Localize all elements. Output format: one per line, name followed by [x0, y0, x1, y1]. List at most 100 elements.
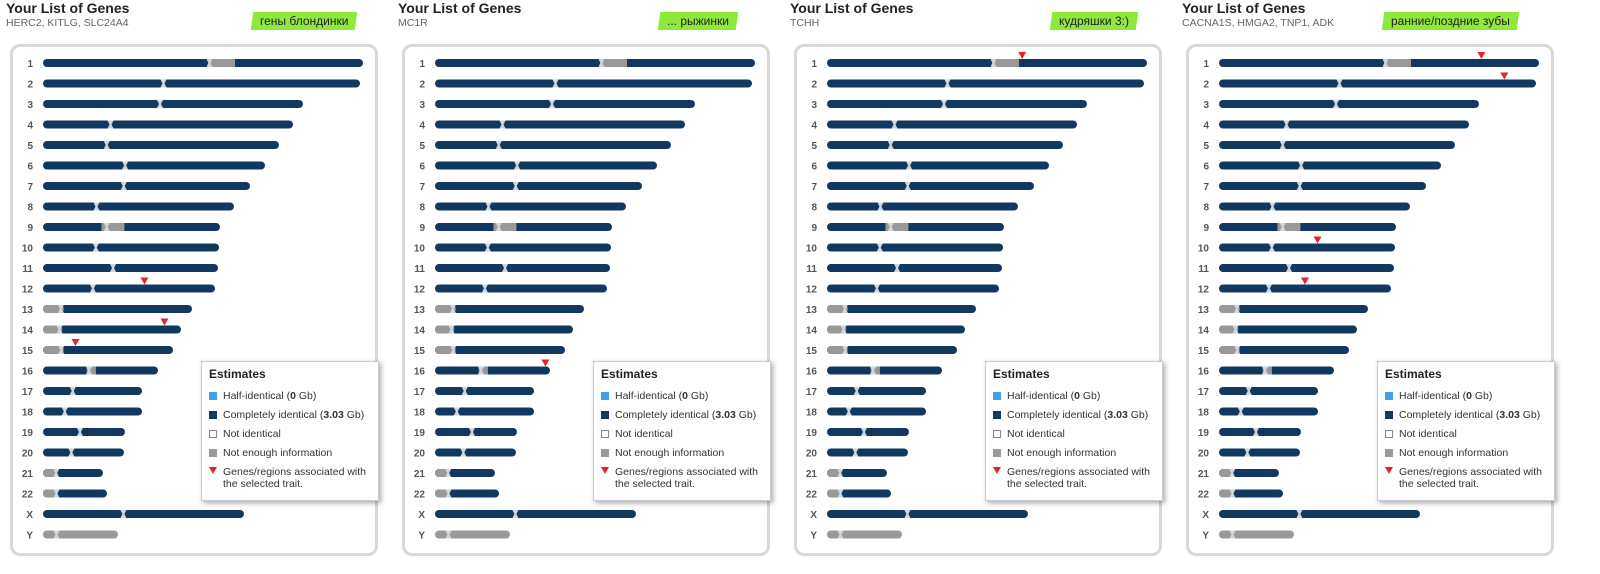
no-info-region	[43, 305, 64, 313]
chromosome-label: X	[418, 510, 425, 521]
no-info-region	[1219, 469, 1233, 477]
marker-triangle-icon	[993, 467, 1001, 474]
centromere	[450, 346, 457, 354]
chromosome-bar	[1219, 530, 1294, 539]
centromere	[86, 366, 92, 375]
chromosome-bar	[1219, 120, 1469, 129]
centromere	[894, 264, 900, 272]
no-info-region	[827, 325, 847, 334]
chromosome-label: 19	[1198, 428, 1210, 439]
panel-title: Your List of Genes	[6, 0, 130, 16]
chromosome-bar	[435, 510, 636, 518]
centromere	[1229, 469, 1236, 477]
centromere	[453, 407, 460, 416]
chromosome-label: 12	[806, 285, 818, 296]
centromere	[53, 469, 60, 477]
centromere	[1229, 489, 1236, 498]
chromosome-label: 11	[1198, 264, 1209, 275]
chromosome-bar	[43, 141, 279, 149]
legend-half-identical: Half-identical (0 Gb)	[1385, 390, 1492, 402]
chromosome-label: 20	[1198, 449, 1210, 460]
centromere	[512, 510, 519, 518]
ideogram-box: 1 2 3 4 5 6 7 8 9 10 11 12 13 14 15 16 17 18 19 20 21 22 X Y Es…	[402, 44, 771, 556]
chromosome-label: 1	[1203, 59, 1209, 70]
chromosome-bar	[43, 325, 181, 334]
chromosome-label: 3	[811, 100, 817, 111]
centromere	[1252, 428, 1259, 436]
not-identical-swatch	[209, 430, 217, 438]
chromosome-bar	[1219, 428, 1301, 436]
chromosome-bar	[43, 79, 360, 88]
chromosome-label: 15	[806, 346, 818, 357]
chromosome-bar	[43, 489, 107, 498]
gene-list: TCHH	[790, 17, 820, 29]
chromosome-label: X	[810, 510, 817, 521]
centromere	[53, 530, 60, 539]
centromere	[904, 182, 911, 190]
centromere	[891, 120, 898, 129]
chromosome-label: 10	[1198, 244, 1210, 255]
chromosome-label: 19	[22, 428, 34, 439]
chromosome-label: 8	[811, 203, 817, 214]
chromosome-bar	[1219, 489, 1283, 498]
centromere	[842, 346, 849, 354]
no-info-region	[1219, 305, 1240, 313]
chromosome-bar	[435, 141, 671, 149]
chromosome-bar	[1219, 141, 1455, 149]
no-info-region	[435, 469, 449, 477]
completely-identical-swatch	[601, 411, 609, 419]
centromere	[53, 489, 60, 498]
chromosome-label: X	[1202, 510, 1209, 521]
chromosome-label: Y	[1202, 531, 1209, 542]
chromosome-bar	[43, 448, 124, 457]
chromosome-label: 13	[806, 305, 818, 316]
trait-marker-icon	[541, 359, 550, 367]
no-info-region	[827, 346, 848, 354]
chromosome-label: 16	[22, 367, 34, 378]
legend-not-identical: Not identical	[209, 428, 281, 440]
centromere	[120, 510, 127, 518]
chromosome-bar	[435, 100, 695, 108]
chromosome-bar	[435, 202, 626, 211]
chromosome-label: Y	[418, 531, 425, 542]
legend-genes-regions: Genes/regions associated with the selecte…	[601, 466, 758, 490]
chromosome-bar	[827, 161, 1049, 170]
chromosome-label: 12	[22, 285, 34, 296]
no-info-region	[1219, 346, 1240, 354]
no-info-region	[1262, 366, 1272, 375]
completely-identical-swatch	[209, 411, 217, 419]
chromosome-label: X	[26, 510, 33, 521]
estimates-legend: Estimates Half-identical (0 Gb) Complete…	[1377, 361, 1555, 501]
centromere	[1283, 120, 1290, 129]
panel-title: Your List of Genes	[790, 0, 914, 16]
trait-marker-icon	[71, 339, 80, 346]
chromosome-bar	[827, 243, 1003, 252]
chromosome-bar	[43, 264, 218, 272]
chromosome-bar	[1219, 305, 1368, 313]
chromosome-label: 22	[22, 490, 34, 501]
chromosome-label: 2	[811, 80, 817, 91]
chromosome-bar	[435, 448, 516, 457]
centromere	[1229, 530, 1236, 539]
legend-genes-regions: Genes/regions associated with the selecte…	[209, 466, 366, 490]
not-identical-swatch	[601, 430, 609, 438]
centromere	[837, 469, 844, 477]
chromosome-bar	[827, 182, 1034, 190]
chromosome-label: 18	[1198, 408, 1210, 419]
chromosome-bar	[827, 387, 926, 395]
chromosome-bar	[435, 243, 611, 252]
chromosome-bar	[1219, 448, 1300, 457]
genome-panel-1: Your List of Genes HERC2, KITLG, SLC24A4…	[0, 0, 390, 574]
chromosome-label: 6	[27, 162, 33, 173]
chromosome-bar	[1219, 223, 1396, 231]
centromere	[837, 530, 844, 539]
chromosome-bar	[43, 182, 250, 190]
centromere	[1234, 346, 1241, 354]
half-identical-swatch	[209, 392, 217, 400]
centromere	[61, 407, 68, 416]
centromere	[103, 223, 110, 231]
chromosome-label: 18	[414, 408, 426, 419]
centromere	[1286, 264, 1292, 272]
no-info-region	[601, 59, 627, 67]
chromosome-bar	[43, 387, 142, 395]
